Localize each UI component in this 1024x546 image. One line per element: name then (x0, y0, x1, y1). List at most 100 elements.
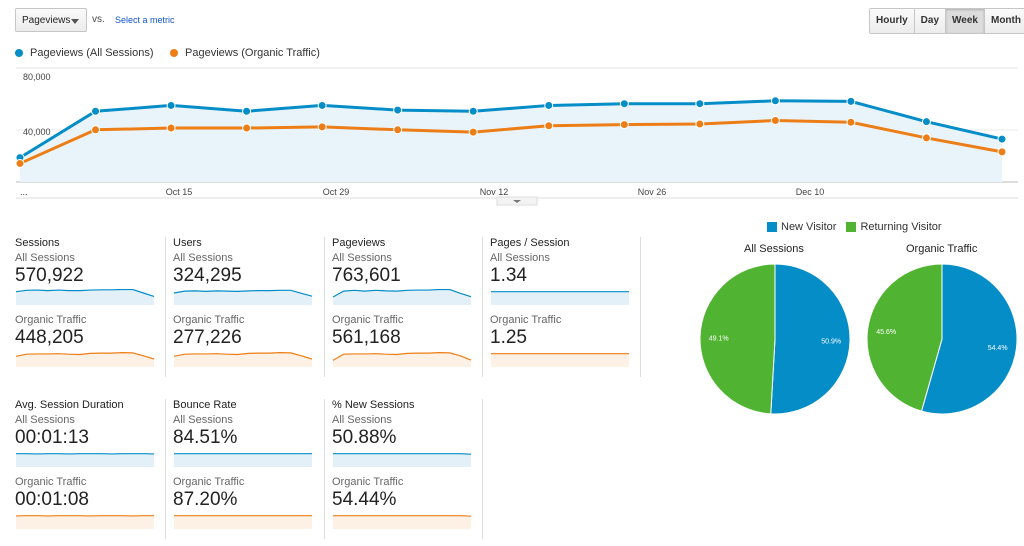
pie-label-new: 54.4% (988, 345, 1008, 352)
data-point[interactable] (846, 117, 856, 127)
month-button[interactable]: Month (984, 9, 1024, 33)
data-point[interactable] (921, 117, 931, 127)
sparkline-area (16, 515, 154, 529)
data-point[interactable] (997, 134, 1007, 144)
metric-value: 00:01:13 (15, 427, 89, 448)
segment-label: All Sessions (332, 252, 392, 264)
metric-value: 84.51% (173, 427, 238, 448)
metric-value: 277,226 (173, 327, 242, 348)
sparkline-area (174, 290, 312, 305)
data-point[interactable] (166, 100, 176, 110)
data-point[interactable] (15, 158, 25, 168)
week-button[interactable]: Week (946, 9, 985, 33)
data-point[interactable] (921, 133, 931, 143)
sparkline-area (333, 453, 471, 467)
pie-slice-new-visitor[interactable] (770, 263, 851, 415)
data-point[interactable] (619, 99, 629, 109)
data-point[interactable] (393, 105, 403, 115)
x-tick-label: Oct 15 (166, 187, 193, 197)
data-point[interactable] (619, 120, 629, 130)
x-tick-label: Dec 10 (796, 187, 825, 197)
metric-tile-bounce-rate[interactable]: Bounce Rate All Sessions 84.51% Organic Tra… (173, 399, 319, 529)
tile-divider (165, 399, 166, 539)
data-point[interactable] (91, 125, 101, 135)
legend-label: Pageviews (Organic Traffic) (185, 47, 320, 59)
data-point[interactable] (544, 121, 554, 131)
metric-value: 570,922 (15, 265, 84, 286)
pie-title-organic-traffic: Organic Traffic (906, 243, 978, 255)
sparkline-line (173, 289, 313, 297)
vs-label: vs. (92, 14, 105, 25)
sparkline-area (174, 453, 312, 467)
select-metric-link[interactable]: Select a metric (115, 15, 175, 25)
x-tick-label: Oct 29 (323, 187, 350, 197)
data-point[interactable] (695, 99, 705, 109)
series-line-all-sessions (19, 99, 1003, 159)
data-point[interactable] (544, 100, 554, 110)
metric-tile-pageviews[interactable]: Pageviews All Sessions 763,601 Organic Traf… (332, 237, 478, 367)
sparkline (173, 351, 313, 367)
series-dot-icon (15, 49, 23, 57)
sparkline (173, 289, 313, 305)
data-point[interactable] (393, 125, 403, 135)
sparkline-line (173, 351, 313, 360)
data-point[interactable] (695, 119, 705, 129)
data-point[interactable] (91, 106, 101, 116)
legend-all-sessions[interactable]: Pageviews (All Sessions) (15, 47, 154, 59)
sparkline-area (333, 289, 471, 305)
sparkline (15, 289, 155, 305)
sparkline-area (174, 515, 312, 529)
pie-all-sessions: 50.9% 49.1% (699, 263, 851, 415)
y-tick-label: 40,000 (23, 127, 51, 137)
pie-slice-returning-visitor[interactable] (699, 263, 776, 415)
data-point[interactable] (317, 122, 327, 132)
sparkline (491, 353, 629, 367)
pie-slice-returning-visitor[interactable] (866, 263, 943, 412)
metric-tile-avg-session-duration[interactable]: Avg. Session Duration All Sessions 00:01:1… (15, 399, 161, 529)
sparkline-area (16, 289, 154, 305)
metric-value: 324,295 (173, 265, 242, 286)
series-line-organic-traffic (19, 119, 1003, 165)
legend-label: Pageviews (All Sessions) (30, 47, 154, 59)
metric-select[interactable]: Pageviews (15, 8, 87, 32)
metric-tile-users[interactable]: Users All Sessions 324,295 Organic Traffic 2… (173, 237, 319, 367)
data-point[interactable] (997, 147, 1007, 157)
data-point[interactable] (242, 106, 252, 116)
sparkline-area (174, 352, 312, 367)
segment-label: Organic Traffic (15, 314, 87, 326)
sparkline-area (16, 352, 154, 367)
sparkline-line (333, 453, 472, 455)
data-point[interactable] (317, 100, 327, 110)
pie-title-all-sessions: All Sessions (744, 243, 804, 255)
pie-slice-new-visitor[interactable] (920, 263, 1018, 415)
metric-title: % New Sessions (332, 399, 415, 411)
metric-tile-pages-session[interactable]: Pages / Session All Sessions 1.34 Organic T… (490, 237, 636, 367)
sparkline (333, 515, 472, 529)
hourly-button[interactable]: Hourly (870, 9, 915, 33)
data-point[interactable] (468, 127, 478, 137)
metric-value: 87.20% (173, 489, 238, 510)
sparkline (174, 453, 312, 467)
metric-tile--new-sessions[interactable]: % New Sessions All Sessions 50.88% Organic … (332, 399, 478, 529)
segment-label: All Sessions (173, 252, 233, 264)
granularity-buttons: Hourly Day Week Month (869, 8, 1024, 34)
sparkline (15, 351, 155, 367)
data-point[interactable] (166, 123, 176, 133)
day-button[interactable]: Day (914, 9, 947, 33)
data-point[interactable] (770, 96, 780, 106)
data-point[interactable] (242, 123, 252, 133)
segment-label: Organic Traffic (332, 476, 404, 488)
chevron-down-icon (71, 19, 79, 24)
data-point[interactable] (468, 106, 478, 116)
sparkline-line (333, 515, 472, 517)
new-visitor-swatch-icon (767, 222, 777, 232)
legend-organic-traffic[interactable]: Pageviews (Organic Traffic) (170, 47, 320, 59)
legend-new-visitor[interactable]: New Visitor (781, 221, 837, 233)
data-point[interactable] (846, 96, 856, 106)
metric-select-value: Pageviews (22, 15, 71, 26)
segment-label: Organic Traffic (490, 314, 562, 326)
legend-returning-visitor[interactable]: Returning Visitor (860, 221, 942, 233)
sparkline (16, 453, 155, 467)
metric-tile-sessions[interactable]: Sessions All Sessions 570,922 Organic Traff… (15, 237, 161, 367)
data-point[interactable] (770, 116, 780, 126)
